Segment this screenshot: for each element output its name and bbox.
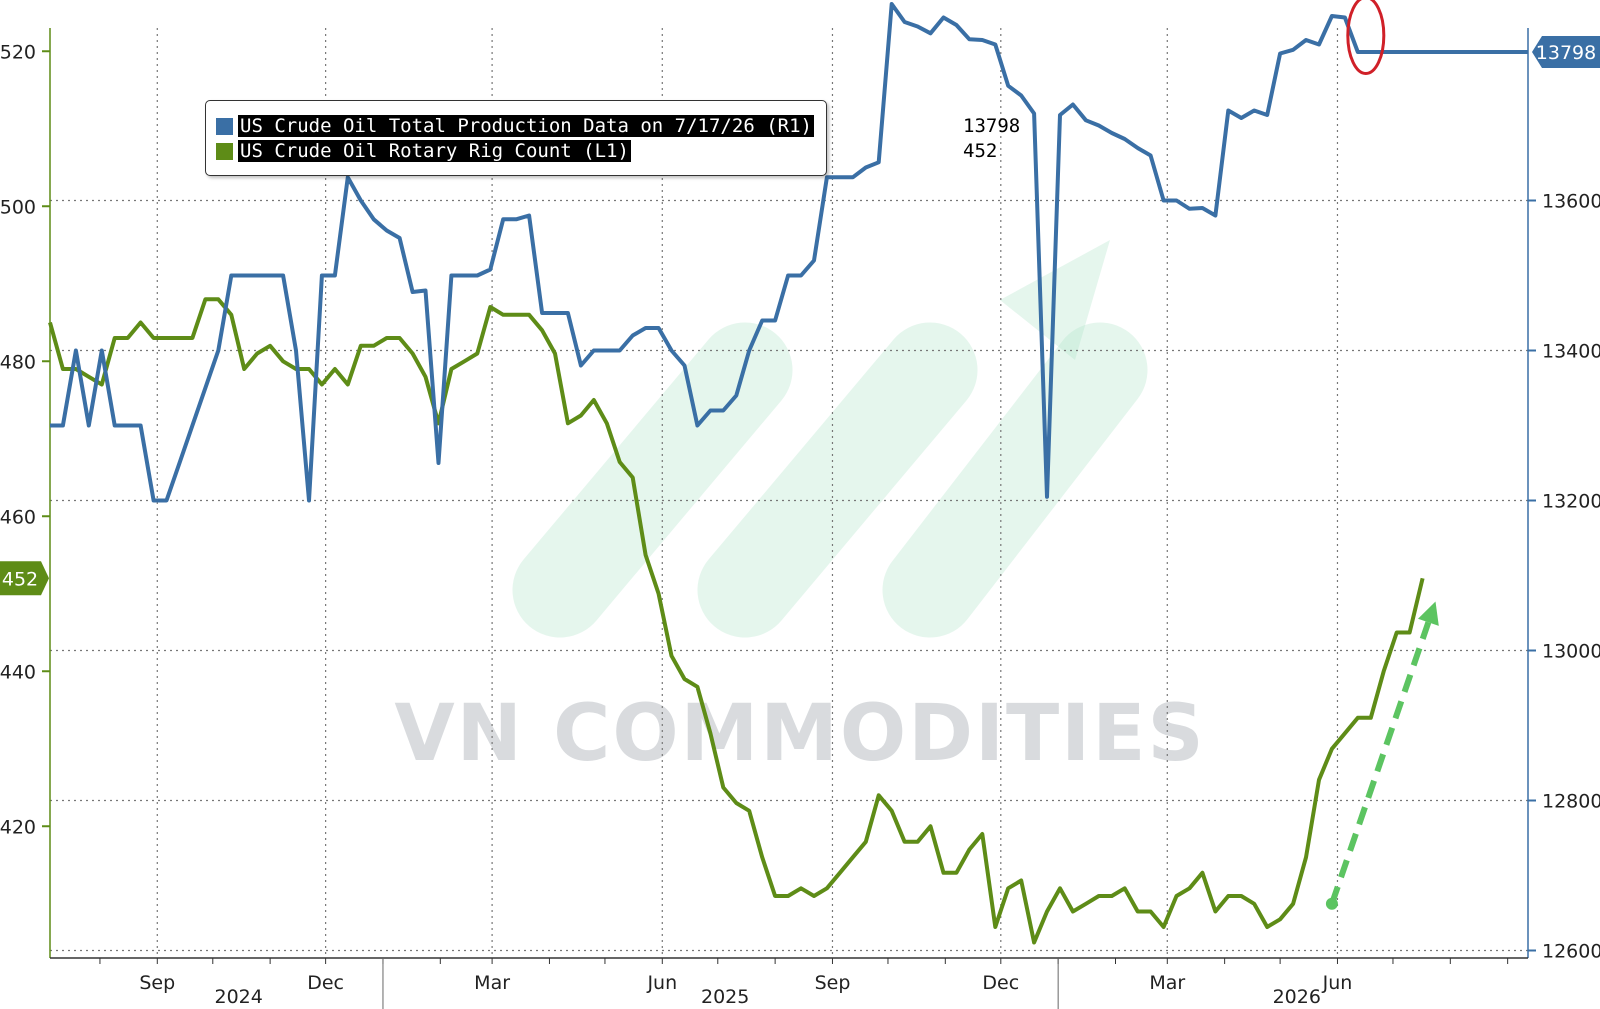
series-line-rig-count xyxy=(48,297,1425,945)
legend-label-rig-count: US Crude Oil Rotary Rig Count (L1) xyxy=(238,140,631,162)
right-tick-label: 13400 xyxy=(1542,341,1600,363)
legend: US Crude Oil Total Production Data on 7/… xyxy=(205,100,1020,176)
legend-value-production: 13798 xyxy=(963,115,1021,137)
legend-item-rig-count: US Crude Oil Rotary Rig Count (L1) 452 xyxy=(216,139,997,163)
x-tick-label: Dec xyxy=(307,972,344,994)
series-line-production xyxy=(50,2,1528,503)
left-tick-label: 440 xyxy=(0,661,36,683)
legend-label-production: US Crude Oil Total Production Data on 7/… xyxy=(238,115,814,137)
legend-item-production: US Crude Oil Total Production Data on 7/… xyxy=(216,114,1020,138)
watermark-text: VN COMMODITIES xyxy=(394,689,1205,779)
right-tick-label: 13600 xyxy=(1542,191,1600,213)
x-tick-label: Jun xyxy=(1322,972,1353,994)
annotations xyxy=(1325,0,1439,910)
current-value-tag-left xyxy=(0,561,49,596)
watermark: VN COMMODITIES xyxy=(394,240,1205,779)
x-tick-label: Dec xyxy=(982,972,1019,994)
axis-labels: 420 440 460 480 500 520 12600 12800 13000 13200 13… xyxy=(0,36,1600,1008)
watermark-logo xyxy=(512,322,1148,638)
x-year-label: 2025 xyxy=(701,986,749,1008)
left-tick-label: 420 xyxy=(0,816,36,838)
highlight-circle xyxy=(1346,0,1386,75)
left-tick-label: 480 xyxy=(0,351,36,373)
left-tick-label: 500 xyxy=(0,196,36,218)
series-group xyxy=(48,2,1528,945)
right-tick-label: 13000 xyxy=(1542,641,1600,663)
right-tick-label: 13200 xyxy=(1542,491,1600,513)
right-tick-label: 12600 xyxy=(1542,941,1600,963)
trend-arrow-start-dot xyxy=(1325,897,1338,910)
right-tick-label: 12800 xyxy=(1542,791,1600,813)
legend-swatch-rig-count xyxy=(216,142,233,160)
x-tick-label: Sep xyxy=(815,972,851,994)
x-tick-label: Mar xyxy=(1149,972,1185,994)
x-tick-label: Mar xyxy=(474,972,510,994)
legend-swatch-production xyxy=(216,117,233,135)
current-value-tag-left-text: 452 xyxy=(2,568,38,590)
x-year-label: 2026 xyxy=(1273,986,1321,1008)
trend-arrow-shaft xyxy=(1329,621,1432,905)
left-tick-label: 520 xyxy=(0,41,36,63)
x-year-label: 2024 xyxy=(215,986,263,1008)
current-value-tag-right xyxy=(1532,36,1600,68)
x-tick-label: Sep xyxy=(139,972,175,994)
x-tick-label: Jun xyxy=(646,972,677,994)
current-value-tag-right-text: 13798 xyxy=(1536,42,1596,64)
trend-arrow-head xyxy=(1418,601,1439,626)
legend-value-rig-count: 452 xyxy=(963,140,998,162)
left-tick-label: 460 xyxy=(0,506,36,528)
axes xyxy=(49,28,1529,1009)
